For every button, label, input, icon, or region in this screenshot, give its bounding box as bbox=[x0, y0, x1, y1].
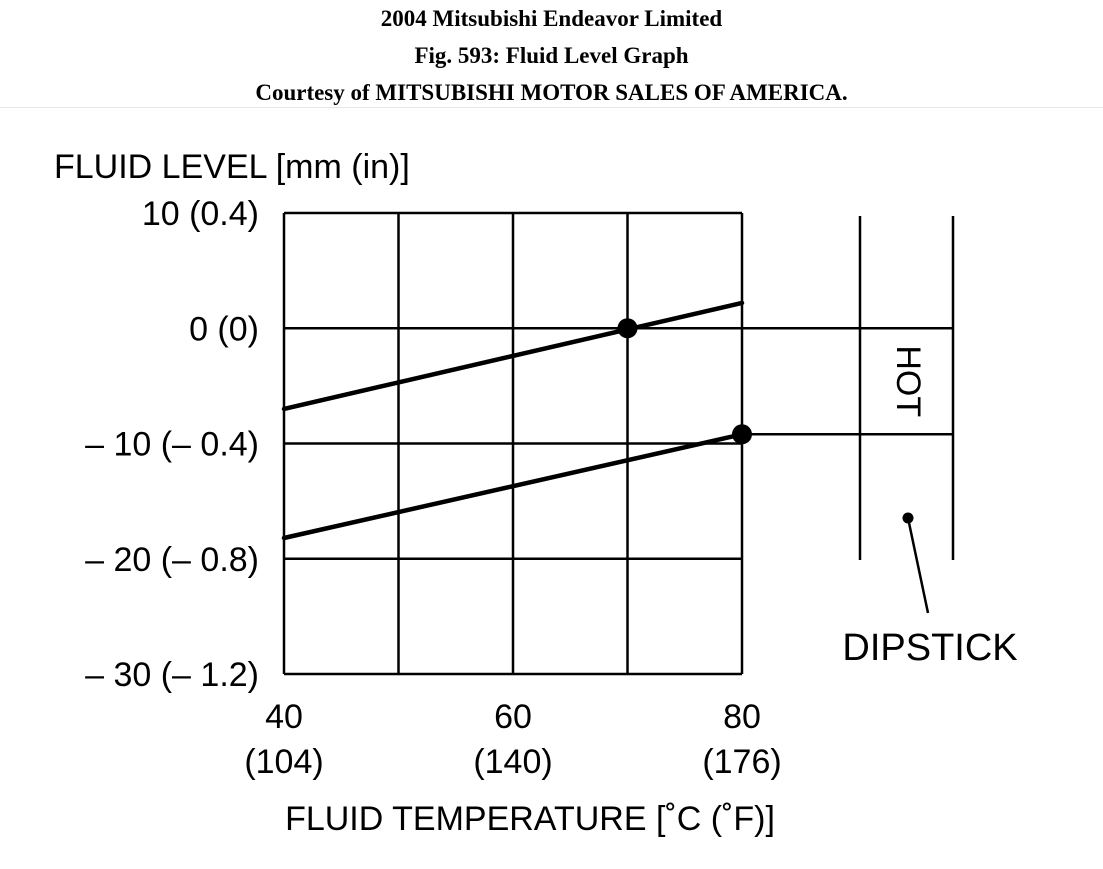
series-marker-1 bbox=[617, 318, 638, 339]
hot-label: HOT bbox=[889, 345, 927, 417]
document-title: 2004 Mitsubishi Endeavor Limited bbox=[380, 6, 723, 31]
x-axis-label: FLUID TEMPERATURE [˚C (˚F)] bbox=[285, 800, 775, 838]
y-tick-label: – 10 (– 0.4) bbox=[85, 426, 259, 464]
y-tick-label: 10 (0.4) bbox=[142, 195, 259, 233]
x-tick-label: 80 bbox=[723, 698, 761, 736]
dipstick-label: DIPSTICK bbox=[842, 627, 1017, 669]
y-tick-label: – 20 (– 0.8) bbox=[85, 541, 259, 579]
x-tick-label: 60 bbox=[494, 698, 532, 736]
x-tick-label: 40 bbox=[265, 698, 303, 736]
series-line-1 bbox=[281, 300, 745, 412]
x-tick-sublabel: (176) bbox=[702, 743, 781, 781]
series-marker-2 bbox=[732, 424, 752, 445]
y-tick-label: – 30 (– 1.2) bbox=[85, 656, 259, 694]
y-tick-label: 0 (0) bbox=[189, 310, 259, 348]
figure-header: 2004 Mitsubishi Endeavor Limited Fig. 59… bbox=[0, 0, 1103, 108]
fluid-level-chart: FLUID LEVEL [mm (in)] FLUID TEMPERATURE … bbox=[54, 148, 1018, 838]
x-tick-sublabel: (104) bbox=[244, 743, 323, 781]
x-tick-sublabel: (140) bbox=[473, 743, 552, 781]
y-axis-label: FLUID LEVEL [mm (in)] bbox=[54, 148, 410, 186]
series-line-2 bbox=[281, 432, 745, 541]
figure-caption: Fig. 593: Fluid Level Graph bbox=[414, 43, 689, 68]
courtesy-line: Courtesy of MITSUBISHI MOTOR SALES OF AM… bbox=[255, 80, 848, 105]
plot-area: HOT DIPSTICK 10 (0.4) 0 (0) – 10 (– 0.4) – 20… bbox=[85, 195, 1018, 781]
dipstick-leader-line bbox=[906, 517, 930, 614]
